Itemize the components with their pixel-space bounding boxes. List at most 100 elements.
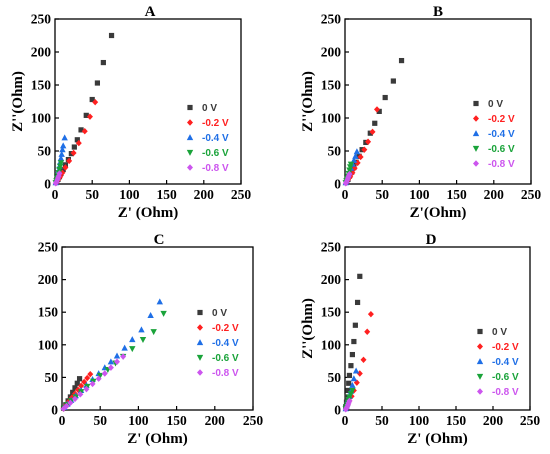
data-point	[66, 157, 73, 165]
series-4	[52, 170, 63, 187]
series-4	[60, 353, 127, 412]
data-point	[120, 353, 127, 360]
y-axis-label: Z''(Ohm)	[10, 71, 26, 132]
data-point	[352, 367, 360, 374]
x-tick-label: 50	[375, 187, 389, 202]
legend-label: -0.2 V	[202, 118, 229, 129]
legend-marker	[186, 134, 194, 141]
data-point	[89, 96, 95, 103]
x-axis-label: Z'(Ohm)	[410, 205, 467, 221]
data-point	[74, 380, 80, 386]
legend-label: 0 V	[488, 99, 503, 110]
legend-marker	[472, 145, 480, 152]
legend-label: -0.2 V	[492, 342, 519, 353]
y-tick-label: 150	[321, 78, 342, 93]
x-tick-label: 250	[520, 413, 541, 428]
data-point	[373, 106, 380, 113]
data-point	[364, 328, 371, 335]
y-tick-label: 200	[321, 272, 342, 287]
data-point	[83, 112, 89, 118]
panel-title: D	[426, 232, 437, 248]
data-point	[346, 372, 353, 379]
data-point	[348, 363, 354, 369]
y-tick-label: 50	[38, 144, 52, 159]
x-tick-label: 0	[52, 187, 59, 202]
data-point	[59, 146, 66, 153]
series-4	[342, 397, 353, 413]
legend-label: -0.4 V	[492, 357, 519, 368]
data-point	[347, 161, 355, 168]
y-tick-label: 0	[44, 177, 51, 192]
legend-marker	[477, 343, 483, 350]
data-point	[58, 150, 65, 157]
data-point	[59, 169, 66, 176]
x-axis-label: Z' (Ohm)	[407, 431, 467, 447]
x-tick-label: 200	[483, 413, 504, 428]
x-tick-label: 200	[205, 413, 226, 428]
y-tick-label: 200	[321, 45, 342, 60]
data-point	[346, 170, 353, 178]
data-point	[349, 351, 355, 358]
legend-marker	[196, 339, 204, 346]
legend-label: -0.4 V	[202, 133, 229, 144]
panel-title: C	[154, 232, 165, 248]
data-point	[344, 394, 350, 400]
x-tick-label: 50	[93, 413, 107, 428]
data-point	[75, 139, 82, 147]
data-point	[108, 32, 115, 39]
y-tick-label: 100	[321, 337, 342, 352]
x-tick-label: 100	[409, 413, 430, 428]
data-point	[113, 352, 121, 359]
y-tick-label: 100	[31, 111, 52, 126]
data-point	[84, 374, 91, 382]
legend-label: -0.6 V	[492, 372, 519, 383]
data-point	[346, 380, 352, 386]
y-tick-label: 50	[328, 370, 342, 385]
x-axis-label: Z' (Ohm)	[127, 431, 187, 447]
data-point	[147, 312, 154, 319]
data-point	[71, 395, 78, 403]
y-tick-label: 100	[38, 337, 59, 352]
data-point	[160, 310, 167, 317]
legend-label: -0.6 V	[212, 353, 239, 364]
data-point	[74, 137, 80, 143]
data-point	[59, 142, 67, 149]
legend-label: -0.6 V	[488, 144, 515, 155]
data-point	[398, 57, 405, 64]
data-point	[349, 381, 356, 388]
legend-label: -0.2 V	[212, 323, 239, 334]
data-point	[70, 149, 77, 157]
legend-label: -0.6 V	[202, 148, 229, 159]
data-point	[77, 391, 84, 398]
data-point	[357, 273, 363, 279]
data-point	[350, 156, 358, 163]
legend-marker	[473, 115, 479, 122]
data-point	[72, 385, 78, 391]
x-tick-label: 50	[375, 413, 389, 428]
x-tick-label: 250	[231, 187, 252, 202]
legend-label: -0.2 V	[488, 114, 515, 125]
y-tick-label: 0	[334, 177, 341, 192]
data-point	[121, 344, 128, 351]
data-point	[81, 128, 88, 135]
data-point	[57, 160, 65, 167]
data-point	[352, 152, 359, 159]
legend-label: 0 V	[212, 308, 227, 319]
legend-label: -0.8 V	[202, 163, 229, 174]
legend-label: 0 V	[492, 327, 507, 338]
legend-marker	[472, 130, 480, 137]
x-tick-label: 200	[194, 187, 215, 202]
series-3	[61, 310, 167, 412]
data-point	[56, 166, 63, 173]
data-point	[353, 148, 361, 155]
y-tick-label: 0	[334, 403, 341, 418]
legend-label: 0 V	[202, 103, 217, 114]
x-axis-label: Z' (Ohm)	[118, 205, 178, 221]
panel-c: C 0 50 100 150 200 250 0 50 100 150 200 250 Z' (Ohm) 0…	[38, 232, 264, 447]
y-tick-label: 50	[45, 370, 59, 385]
legend-marker	[476, 358, 484, 365]
legend-label: -0.4 V	[212, 338, 239, 349]
data-point	[87, 370, 94, 378]
data-point	[376, 108, 382, 114]
